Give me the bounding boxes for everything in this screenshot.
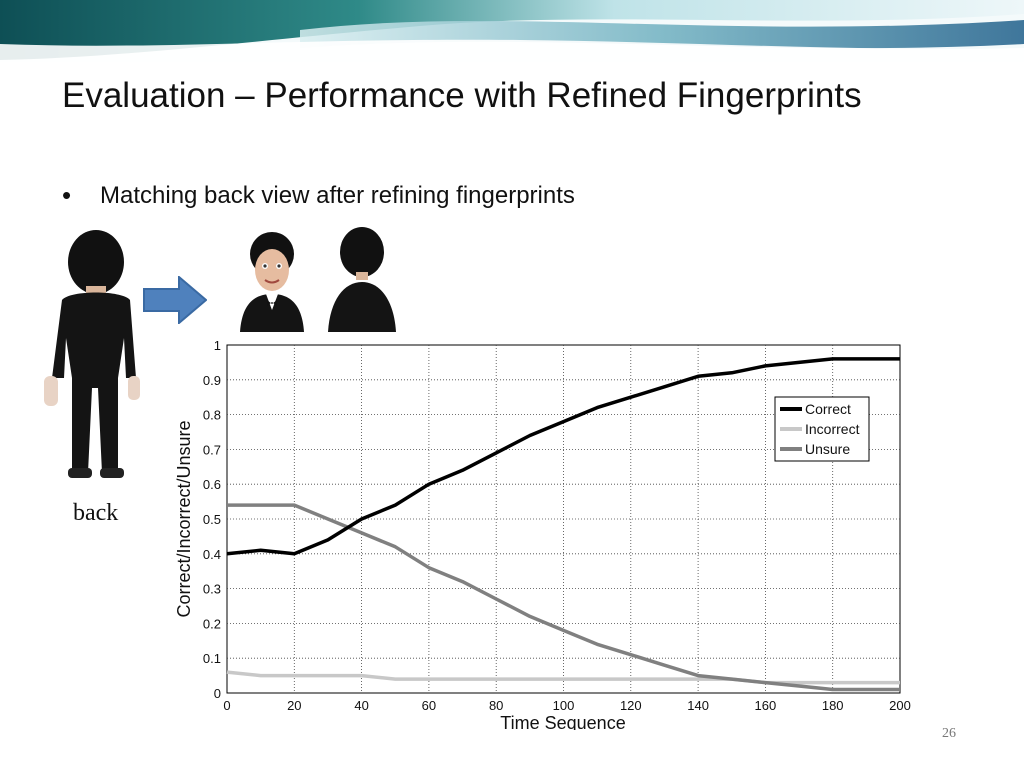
legend-label: Correct [805,401,851,417]
x-tick-label: 120 [620,698,642,713]
x-tick-label: 20 [287,698,301,713]
x-tick-label: 60 [422,698,436,713]
legend-label: Incorrect [805,421,860,437]
y-tick-label: 0.6 [203,477,221,492]
y-tick-label: 0.9 [203,373,221,388]
y-tick-label: 0 [214,686,221,701]
y-tick-label: 0.5 [203,512,221,527]
legend-label: Unsure [805,441,850,457]
chart-legend: Correct Incorrect Unsure [774,396,870,462]
right-arrow-icon [143,276,207,324]
x-tick-label: 160 [755,698,777,713]
x-tick-label: 180 [822,698,844,713]
avatar-front-view [240,232,304,332]
x-axis-label: Time Sequence [500,713,625,730]
series-line-incorrect [226,670,900,685]
header-banner [0,0,1024,62]
y-tick-label: 0.8 [203,408,221,423]
y-tick-label: 0.7 [203,442,221,457]
x-tick-label: 80 [489,698,503,713]
x-tick-label: 0 [223,698,230,713]
series-line-unsure [227,503,900,692]
y-tick-label: 0.3 [203,582,221,597]
bullet-text: Matching back view after refining finger… [100,182,575,209]
x-tick-label: 40 [354,698,368,713]
back-label: back [73,500,119,526]
y-tick-label: 0.4 [203,547,221,562]
avatar-back-view [44,230,140,478]
x-tick-label: 100 [553,698,575,713]
y-tick-label: 1 [214,338,221,353]
bullet-icon: • [62,180,72,210]
series-line-correct [226,357,900,556]
performance-chart: 0 0.1 0.2 0.3 0.4 0.5 0.6 0.7 0.8 0.9 1 0 20 40 60 80 1… [174,338,911,730]
slide-title: Evaluation – Performance with Refined Fi… [62,76,862,115]
y-axis-label: Correct/Incorrect/Unsure [174,420,194,617]
page-number: 26 [942,726,956,741]
y-tick-label: 0.2 [203,616,221,631]
avatar-back-view-small [328,227,396,332]
x-tick-label: 200 [889,698,911,713]
x-tick-label: 140 [687,698,709,713]
y-tick-label: 0.1 [203,651,221,666]
